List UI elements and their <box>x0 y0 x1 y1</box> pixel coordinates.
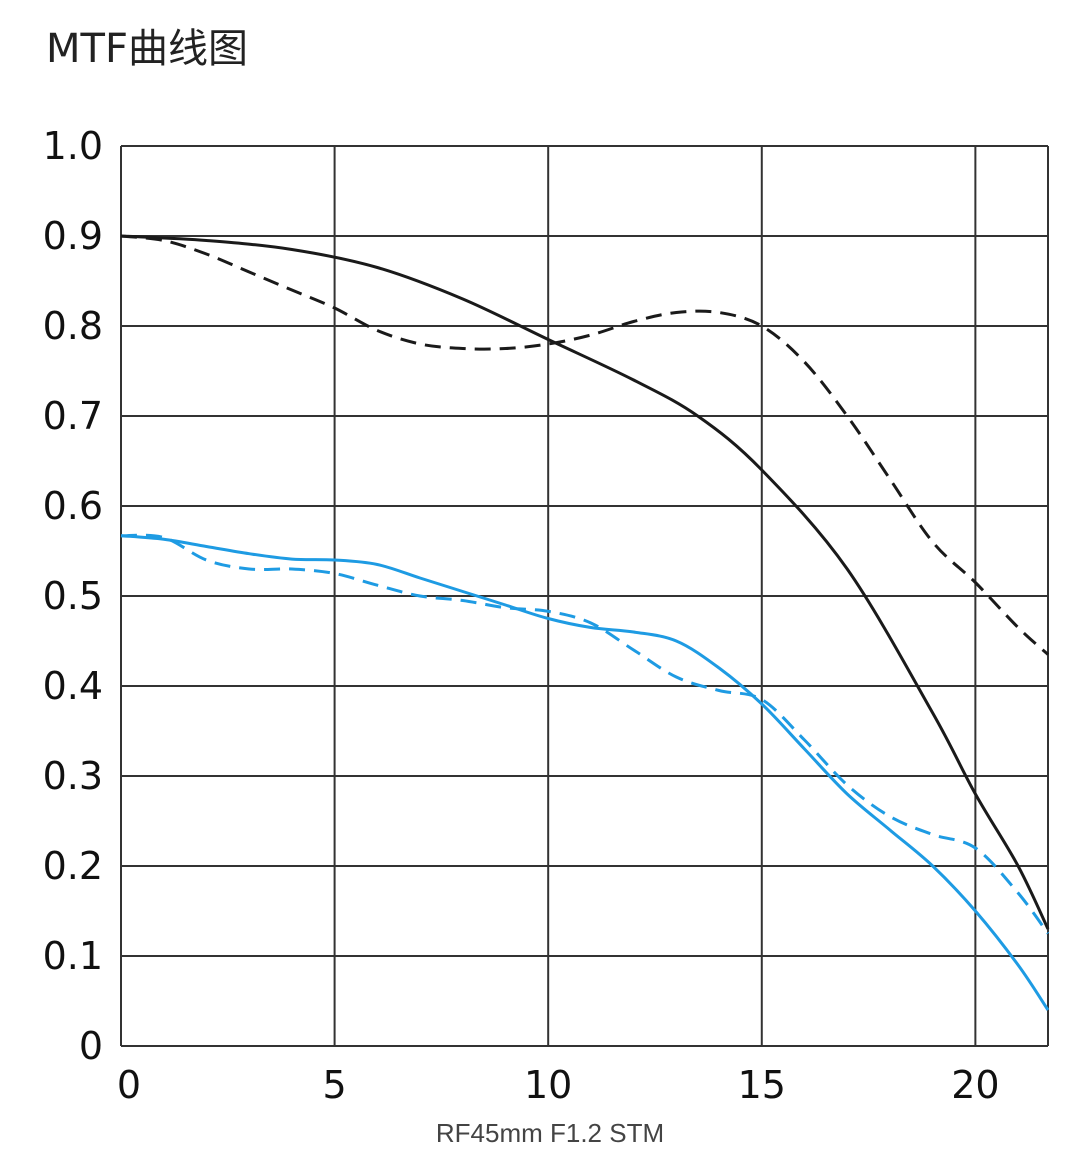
y-tick-label: 0.3 <box>43 754 103 798</box>
x-tick-label: 20 <box>951 1063 999 1107</box>
y-tick-label: 0.6 <box>43 484 103 528</box>
y-tick-label: 0 <box>79 1024 103 1068</box>
y-tick-label: 0.8 <box>43 304 103 348</box>
series-line-2 <box>120 534 1050 1011</box>
y-tick-label: 1.0 <box>43 124 103 168</box>
series-line-3 <box>120 533 1050 935</box>
y-tick-label: 0.1 <box>43 934 103 978</box>
x-tick-label: 15 <box>738 1063 786 1107</box>
x-tick-label: 10 <box>524 1063 572 1107</box>
series-line-1 <box>120 234 1050 656</box>
y-tick-label: 0.5 <box>43 574 103 618</box>
y-tick-label: 0.2 <box>43 844 103 888</box>
x-tick-label: 0 <box>117 1063 141 1107</box>
series-layer <box>120 234 1050 1011</box>
series-line-0 <box>120 234 1050 930</box>
y-tick-label: 0.4 <box>43 664 103 708</box>
y-tick-label: 0.7 <box>43 394 103 438</box>
x-tick-label: 5 <box>323 1063 347 1107</box>
chart-title: MTF曲线图 <box>46 26 248 72</box>
grid-layer <box>120 145 1049 1047</box>
y-tick-label: 0.9 <box>43 214 103 258</box>
axis-labels-layer: 0 0.1 0.2 0.3 0.4 0.5 0.6 0.7 0.8 0.9 1.0 0 5 10 15 20 <box>43 124 1000 1107</box>
chart-caption: RF45mm F1.2 STM <box>435 1118 665 1148</box>
